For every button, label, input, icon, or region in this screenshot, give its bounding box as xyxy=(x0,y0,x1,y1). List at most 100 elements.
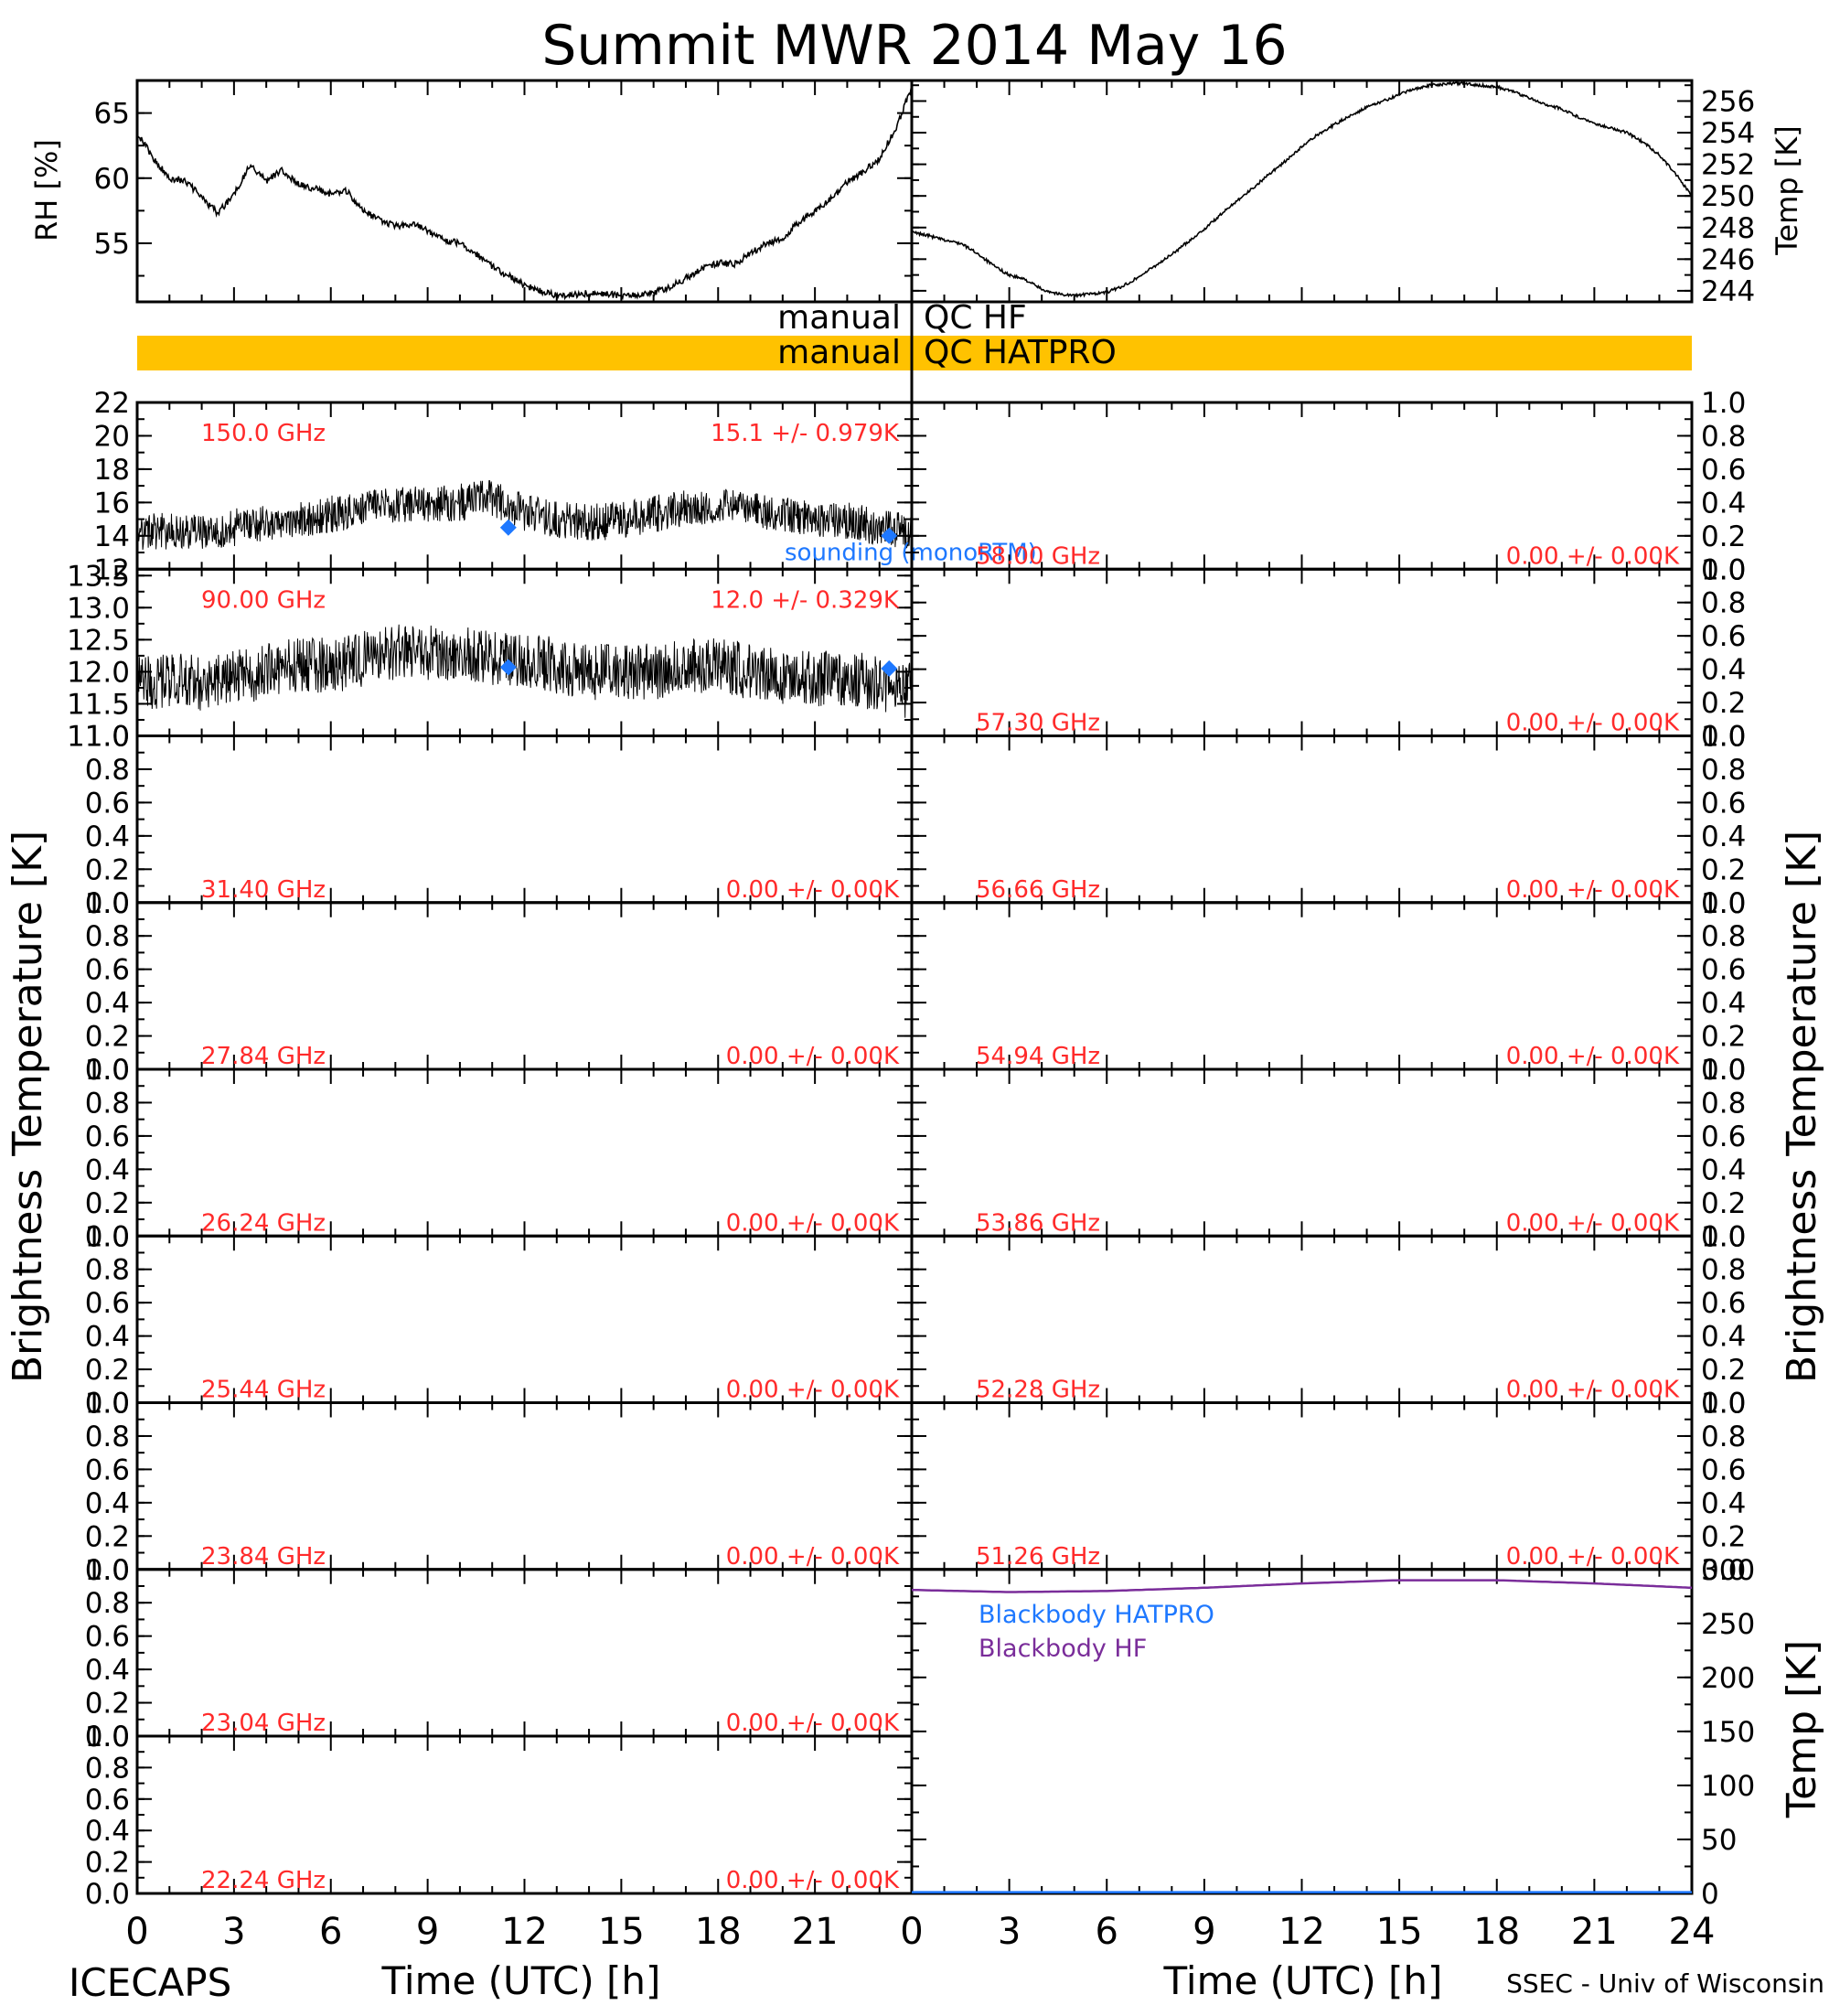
channel-label: 51.26 GHz xyxy=(976,1543,1100,1571)
y-tick-label: 0.0 xyxy=(1701,1054,1746,1087)
y-tick-label: 0.6 xyxy=(1701,1121,1746,1153)
y-tick-label: 1.0 xyxy=(1701,553,1746,586)
blackbody-legend-entry: Blackbody HATPRO xyxy=(979,1601,1214,1629)
y-tick-label: 65 xyxy=(94,98,130,131)
y-tick-label: 0.6 xyxy=(85,1121,130,1153)
panel-tb5666: 0.00.20.40.60.81.056.66 GHz 0.00 +/- 0.00… xyxy=(910,721,1746,920)
channel-label: 56.66 GHz xyxy=(976,876,1100,904)
y-tick-label: 250 xyxy=(1701,1608,1755,1641)
channel-label: 52.28 GHz xyxy=(976,1377,1100,1404)
channel-label: 57.30 GHz xyxy=(976,710,1100,737)
channel-label: 90.00 GHz xyxy=(201,586,326,614)
y-tick-label: 0.8 xyxy=(1701,1087,1746,1120)
y-tick-label: 0.0 xyxy=(85,1220,130,1253)
panel-tb2544: 0.00.20.40.60.81.025.44 GHz 0.00 +/- 0.00… xyxy=(85,1220,914,1421)
y-tick-label: 1.0 xyxy=(85,1721,130,1753)
panel-tb2384: 0.00.20.40.60.81.023.84 GHz 0.00 +/- 0.00… xyxy=(85,1388,914,1587)
channel-stats: 0.00 +/- 0.00K xyxy=(1506,542,1680,570)
x-tick-label: 9 xyxy=(416,1911,439,1953)
y-tick-label: 0.2 xyxy=(1701,1021,1746,1054)
y-tick-label: 55 xyxy=(94,228,130,261)
y-tick-label: 0.4 xyxy=(85,1321,130,1354)
y-tick-label: 0.8 xyxy=(1701,587,1746,620)
y-tick-label: 0.8 xyxy=(85,1254,130,1287)
channel-stats: 0.00 +/- 0.00K xyxy=(1506,1209,1680,1237)
footer-left-label: ICECAPS xyxy=(69,1960,231,2005)
channel-stats: 0.00 +/- 0.00K xyxy=(1506,876,1680,904)
x-tick-label: 0 xyxy=(900,1911,923,1953)
x-axis-title-left: Time (UTC) [h] xyxy=(381,1958,661,2003)
x-tick-label: 6 xyxy=(1096,1911,1118,1953)
y-tick-label: 0.6 xyxy=(1701,454,1746,487)
tb-axis-title-right: Brightness Temperature [K] xyxy=(1779,831,1825,1383)
x-tick-label: 6 xyxy=(319,1911,342,1953)
y-tick-label: 0.6 xyxy=(85,1287,130,1320)
y-tick-label: 0.0 xyxy=(85,887,130,920)
y-tick-label: 0.6 xyxy=(1701,954,1746,987)
channel-stats: 0.00 +/- 0.00K xyxy=(1506,1043,1680,1070)
x-tick-label: 18 xyxy=(1473,1911,1520,1953)
x-tick-label: 21 xyxy=(792,1911,839,1953)
tb-series-line xyxy=(136,479,913,551)
panel-blackbody: 0 50 100 150 200 250 300 Blackbody HATPRO Blackb… xyxy=(910,1554,1755,1911)
y-tick-label: 0.2 xyxy=(1701,1354,1746,1387)
y-tick-label: 0.8 xyxy=(85,1421,130,1453)
sounding-point xyxy=(881,527,898,544)
qc-hatpro-flag-bar xyxy=(137,336,1692,370)
y-tick-label: 0.2 xyxy=(85,1187,130,1220)
channel-stats: 0.00 +/- 0.00K xyxy=(726,1867,900,1894)
panel-tb2304: 0.00.20.40.60.81.023.04 GHz 0.00 +/- 0.00… xyxy=(85,1554,914,1753)
channel-stats: 15.1 +/- 0.979K xyxy=(711,420,900,447)
y-tick-label: 1.0 xyxy=(85,887,130,920)
y-tick-label: 0.0 xyxy=(1701,1388,1746,1421)
y-tick-label: 0.6 xyxy=(85,1621,130,1654)
y-tick-label: 0.2 xyxy=(85,1021,130,1054)
channel-stats: 0.00 +/- 0.00K xyxy=(1506,1377,1680,1404)
y-tick-label: 16 xyxy=(94,487,130,520)
y-tick-label: 0.0 xyxy=(1701,553,1746,586)
y-tick-label: 0.2 xyxy=(1701,853,1746,886)
y-tick-label: 18 xyxy=(94,454,130,487)
panel-tb2784: 0.00.20.40.60.81.027.84 GHz 0.00 +/- 0.00… xyxy=(85,887,914,1087)
y-tick-label: 0.2 xyxy=(1701,687,1746,720)
y-tick-label: 0.6 xyxy=(85,1453,130,1486)
sounding-point xyxy=(499,659,517,676)
y-tick-label: 1.0 xyxy=(85,1220,130,1253)
y-tick-label: 256 xyxy=(1701,85,1755,118)
y-tick-label: 13.5 xyxy=(67,560,130,593)
y-tick-label: 0.4 xyxy=(85,820,130,853)
y-tick-label: 0.0 xyxy=(1701,721,1746,754)
channel-label: 26.24 GHz xyxy=(201,1209,326,1237)
y-tick-label: 0.8 xyxy=(85,1752,130,1785)
blackbody-axis-title: Temp [K] xyxy=(1779,1640,1825,1818)
qc-hatpro-name: manual xyxy=(777,334,901,371)
plot-frame xyxy=(135,79,914,304)
panel-tb90: 11.011.512.012.513.013.5 90.00 GHz 12.0 +/… xyxy=(67,560,914,754)
figure-title: Summit MWR 2014 May 16 xyxy=(541,14,1287,78)
y-tick-label: 0 xyxy=(1701,1878,1719,1911)
y-tick-label: 0.0 xyxy=(1701,1554,1746,1587)
x-tick-label: 21 xyxy=(1571,1911,1618,1953)
channel-stats: 0.00 +/- 0.00K xyxy=(726,1543,900,1571)
y-tick-label: 0.0 xyxy=(1701,1220,1746,1253)
y-tick-label: 12.5 xyxy=(67,624,130,657)
y-tick-label: 0.0 xyxy=(85,1554,130,1587)
sounding-point xyxy=(499,519,517,536)
y-tick-label: 0.8 xyxy=(1701,754,1746,787)
panel-tb5386: 0.00.20.40.60.81.053.86 GHz 0.00 +/- 0.00… xyxy=(910,1054,1746,1253)
qc-hf-label: QC HF xyxy=(924,299,1027,337)
y-tick-label: 0.0 xyxy=(85,1721,130,1753)
y-tick-label: 0.6 xyxy=(1701,787,1746,820)
y-tick-label: 250 xyxy=(1701,180,1755,213)
y-tick-label: 1.0 xyxy=(85,1054,130,1087)
temp-axis-label: Temp [K] xyxy=(1770,125,1804,255)
y-tick-label: 0.2 xyxy=(85,1520,130,1553)
panel-tb2224: 0.00.20.40.60.81.022.24 GHz 0.00 +/- 0.00… xyxy=(85,1721,914,1911)
y-tick-label: 0.0 xyxy=(1701,887,1746,920)
y-tick-label: 0.2 xyxy=(1701,1520,1746,1553)
channel-label: 23.04 GHz xyxy=(201,1710,326,1737)
y-tick-label: 11.0 xyxy=(67,721,130,754)
